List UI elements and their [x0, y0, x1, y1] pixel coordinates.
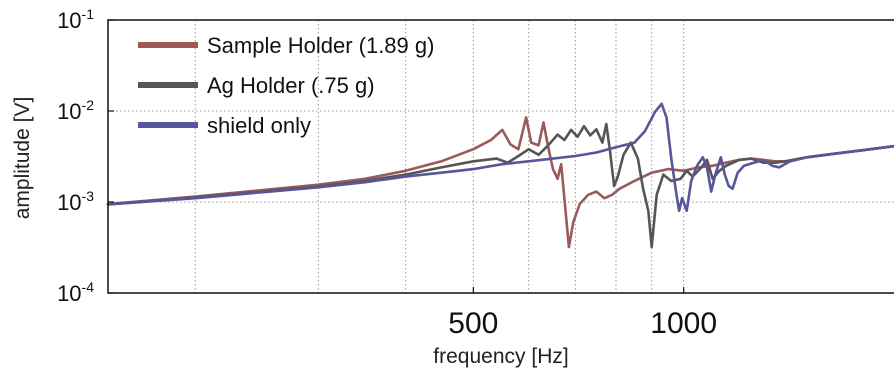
y-tick-label: 10-2	[57, 97, 94, 124]
plot-frame	[107, 19, 894, 294]
y-tick-label: 10-4	[57, 279, 94, 306]
y-axis-title: amplitude [V]	[11, 97, 34, 220]
y-ticks: 10-1 10-2 10-3 10-4	[57, 6, 114, 306]
legend-label: shield only	[207, 113, 311, 138]
legend: Sample Holder (1.89 g) Ag Holder (.75 g) s…	[138, 33, 434, 138]
x-axis-title: frequency [Hz]	[433, 345, 568, 368]
y-tick-label: 10-1	[57, 6, 94, 33]
grid	[108, 20, 894, 293]
x-tick-label: 1000	[650, 307, 717, 340]
y-tick-label: 10-3	[57, 188, 94, 215]
legend-label: Ag Holder (.75 g)	[207, 73, 375, 98]
x-tick-label: 500	[448, 307, 498, 340]
x-ticks: 500 1000	[448, 287, 717, 340]
series-line-2	[106, 122, 894, 249]
legend-label: Sample Holder (1.89 g)	[207, 33, 434, 58]
series-line-3	[106, 102, 894, 213]
series-layer	[106, 102, 894, 249]
